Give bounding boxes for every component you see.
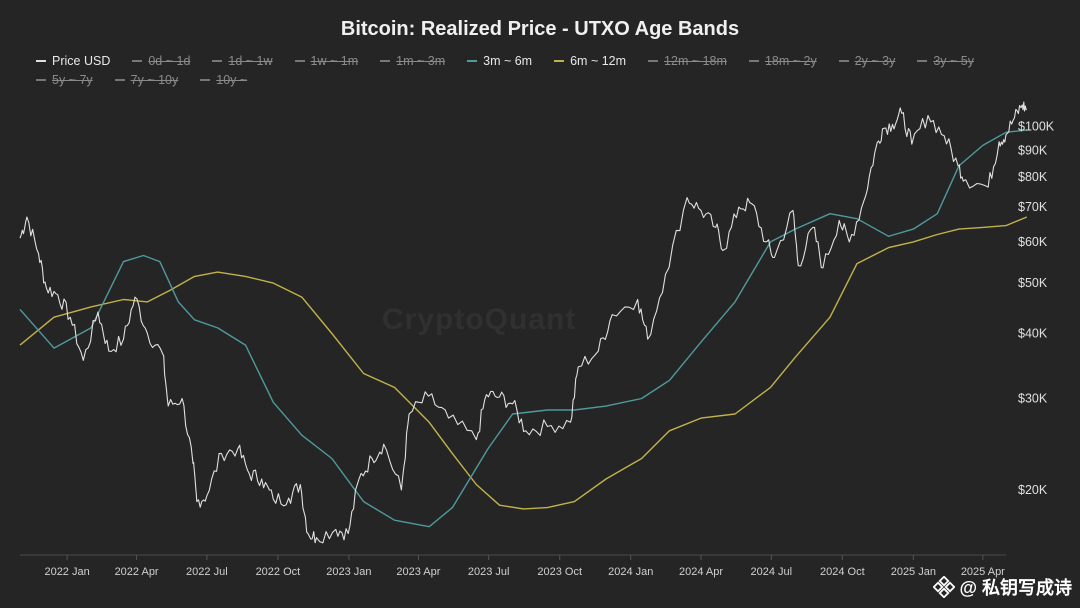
legend-item[interactable]: 1w ~ 1m [294,53,359,69]
legend-label: 6m ~ 12m [570,54,627,68]
legend-item[interactable]: 2y ~ 3y [838,53,896,69]
y-tick-label: $30K [1018,391,1048,405]
x-tick-label: 2023 Jan [326,566,371,578]
legend-item[interactable]: 3m ~ 6m [467,53,532,69]
y-tick-label: $90K [1018,143,1048,157]
y-tick-labels: $100K $90K $80K $70K $60K $50K $40K $30K $20K [1018,120,1055,497]
legend-item[interactable]: 1m ~ 3m [380,53,445,69]
legend-item[interactable]: 0d ~ 1d [132,53,190,69]
x-tick-label: 2023 Jul [468,566,510,578]
legend-swatch [554,60,565,62]
x-tick-label: 2024 Jul [750,566,792,578]
legend-swatch [838,60,849,62]
legend-swatch [467,60,478,62]
legend-label: 2y ~ 3y [854,54,896,68]
legend-item[interactable]: 6m ~ 12m [554,53,626,69]
legend-swatch [648,60,659,62]
legend-item[interactable]: 7y ~ 10y [114,72,179,88]
legend-swatch [917,60,928,62]
y-tick-label: $80K [1018,170,1048,184]
legend-label: 1d ~ 1w [228,54,273,68]
series-layer [19,101,1028,544]
legend-item[interactable]: 18m ~ 2y [748,53,817,69]
legend-item[interactable]: 1d ~ 1w [212,53,273,69]
x-tick-label: 2022 Jan [44,566,89,578]
legend-swatch [212,60,223,62]
x-tick-label: 2022 Apr [115,566,159,578]
footer-handle: @ 私钥写成诗 [959,578,1072,598]
y-tick-label: $60K [1018,235,1048,249]
legend-label: 7y ~ 10y [130,73,179,87]
x-tick-label: 2024 Jan [608,566,653,578]
legend: Price USD 0d ~ 1d 1d ~ 1w 1w ~ 1m 1m ~ 3m 3m … [36,53,1066,88]
legend-item[interactable]: 5y ~ 7y [36,72,93,88]
legend-label: 18m ~ 2y [764,54,817,68]
y-tick-label: $70K [1018,200,1048,214]
legend-label: 3m ~ 6m [483,54,533,68]
x-tick-label: 2023 Apr [396,566,440,578]
legend-swatch [200,79,211,81]
legend-label: 3y ~ 5y [933,54,975,68]
footer-tag: @ 私钥写成诗 [933,574,1072,600]
series-line-price-usd [19,101,1028,544]
legend-item[interactable]: 10y ~ [200,72,247,88]
legend-swatch [748,60,759,62]
legend-label: 0d ~ 1d [148,54,191,68]
legend-label: 1w ~ 1m [310,54,359,68]
binance-diamond-icon [933,576,956,598]
x-tick-label: 2024 Apr [679,566,723,578]
chart-title: Bitcoin: Realized Price - UTXO Age Bands [340,18,740,40]
x-tick-label: 2022 Jul [186,566,228,578]
legend-label: 12m ~ 18m [664,54,727,68]
y-tick-label: $100K [1018,120,1055,134]
legend-swatch [132,60,143,62]
legend-item[interactable]: Price USD [36,53,110,69]
legend-item[interactable]: 12m ~ 18m [648,53,727,69]
x-tick-label: 2024 Oct [820,566,865,578]
legend-swatch [36,79,46,81]
legend-item[interactable]: 3y ~ 5y [917,53,974,69]
legend-swatch [114,79,125,81]
series-line-6m-12m [19,216,1028,510]
legend-swatch [294,60,305,62]
legend-label: 1m ~ 3m [396,54,446,68]
y-tick-label: $50K [1018,276,1048,290]
x-tick-label: 2025 Jan [891,566,936,578]
legend-swatch [380,60,391,62]
x-tick-labels: 2022 Jan 2022 Apr 2022 Jul 2022 Oct 2023 Jan… [44,555,1005,578]
legend-label: 5y ~ 7y [52,73,93,87]
series-line-3m-6m [19,129,1027,528]
y-tick-label: $20K [1018,483,1048,497]
legend-label: 10y ~ [216,73,248,87]
x-tick-label: 2023 Oct [537,566,582,578]
watermark: CryptoQuant [382,303,577,336]
legend-label: Price USD [52,54,111,68]
y-tick-label: $40K [1018,326,1048,340]
x-tick-label: 2025 Apr [961,566,1005,578]
x-tick-label: 2022 Oct [256,566,301,578]
legend-swatch [36,60,46,62]
